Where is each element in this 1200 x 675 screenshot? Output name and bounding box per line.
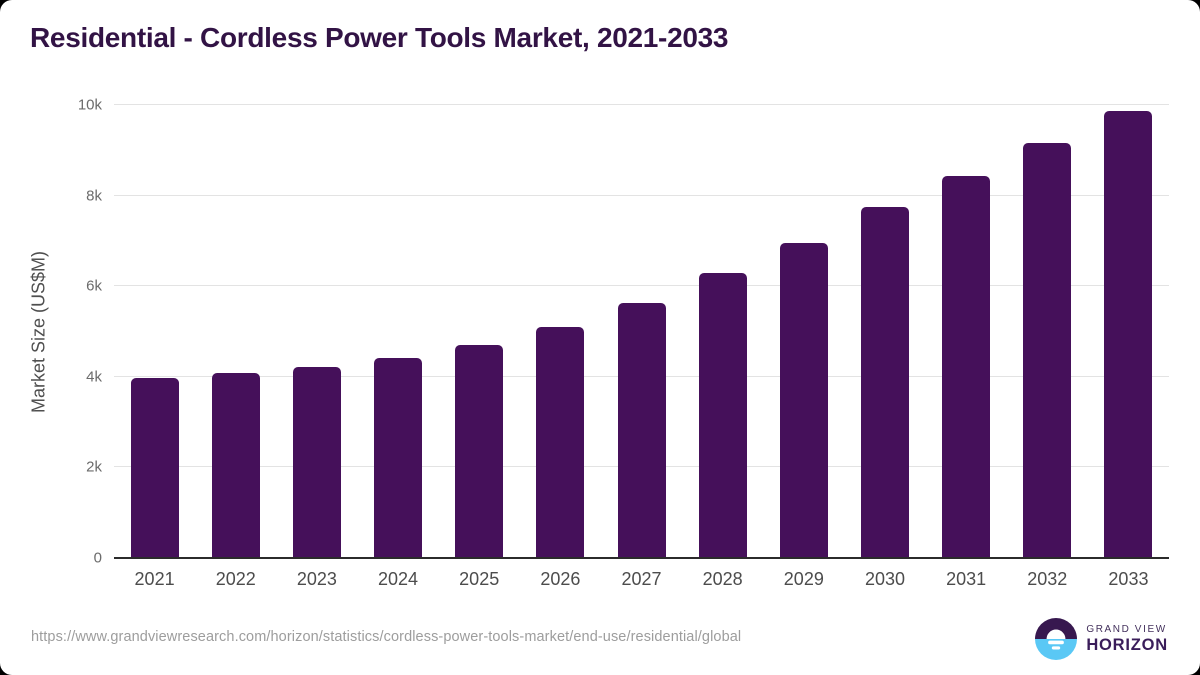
x-tick-label-2026: 2026 [540, 569, 581, 589]
bar-2024[interactable] [374, 358, 423, 558]
bar-slot-2022 [195, 105, 276, 558]
y-tick-label-0: 0 [93, 549, 102, 567]
bar-2029[interactable] [779, 242, 828, 558]
bar-2028[interactable] [698, 273, 747, 558]
y-tick-label-10k: 10k [77, 96, 102, 114]
bar-slot-2030 [844, 105, 925, 558]
gridline-8k [114, 194, 1169, 196]
y-tick-label-4k: 4k [86, 368, 102, 386]
x-tick-label-2024: 2024 [378, 569, 419, 589]
bar-slot-2027 [601, 105, 682, 558]
x-axis-tick-labels: 2021 2022 2023 2024 2025 2026 2027 2028 2029 2030… [114, 569, 1169, 590]
x-tick-label-2029: 2029 [783, 569, 824, 589]
bar-series [114, 105, 1169, 558]
y-axis-tick-labels: 0 2k 4k 6k 8k 10k [46, 98, 102, 566]
chart-title: Residential - Cordless Power Tools Marke… [30, 22, 729, 53]
bar-slot-2031 [926, 105, 1007, 558]
bar-2032[interactable] [1023, 143, 1072, 558]
source-url: https://www.grandviewresearch.com/horizo… [31, 629, 742, 645]
bar-slot-2032 [1007, 105, 1088, 558]
x-tick-label-2032: 2032 [1027, 569, 1068, 589]
x-tick-label-2028: 2028 [702, 569, 743, 589]
plot-area [114, 104, 1169, 559]
x-tick-label-2021: 2021 [134, 569, 175, 589]
bar-slot-2023 [276, 105, 357, 558]
x-tick-label-2027: 2027 [621, 569, 662, 589]
bar-2025[interactable] [455, 345, 504, 558]
bar-slot-2029 [763, 105, 844, 558]
bar-slot-2025 [439, 105, 520, 558]
bar-2033[interactable] [1104, 111, 1153, 558]
logo-brand-line: GRAND VIEW [1086, 623, 1167, 635]
bar-2026[interactable] [536, 327, 585, 558]
gridline-6k [114, 285, 1169, 287]
bar-2030[interactable] [860, 206, 909, 558]
logo-product-line: HORIZON [1086, 635, 1168, 654]
x-tick-label-2023: 2023 [296, 569, 337, 589]
x-tick-label-2030: 2030 [864, 569, 905, 589]
logo-text: GRAND VIEW HORIZON [1086, 624, 1168, 655]
x-tick-label-2022: 2022 [215, 569, 256, 589]
y-tick-label-2k: 2k [86, 458, 102, 476]
x-tick-label-2025: 2025 [459, 569, 500, 589]
bar-2021[interactable] [130, 377, 179, 558]
bar-slot-2033 [1088, 105, 1169, 558]
gridline-10k [114, 104, 1169, 105]
grandview-horizon-logo: GRAND VIEW HORIZON [1035, 618, 1168, 660]
bar-2022[interactable] [211, 372, 260, 558]
bar-slot-2024 [357, 105, 438, 558]
sunrise-horizon-icon [1035, 618, 1078, 660]
x-tick-label-2033: 2033 [1108, 569, 1149, 589]
bar-2023[interactable] [292, 367, 341, 558]
y-tick-label-8k: 8k [86, 187, 102, 205]
y-tick-label-6k: 6k [86, 277, 102, 295]
bar-slot-2026 [520, 105, 601, 558]
bar-2027[interactable] [617, 302, 666, 558]
bar-slot-2028 [682, 105, 763, 558]
bar-2031[interactable] [942, 175, 991, 558]
x-tick-label-2031: 2031 [946, 569, 987, 589]
x-axis-line [114, 557, 1169, 559]
bar-slot-2021 [114, 105, 195, 558]
